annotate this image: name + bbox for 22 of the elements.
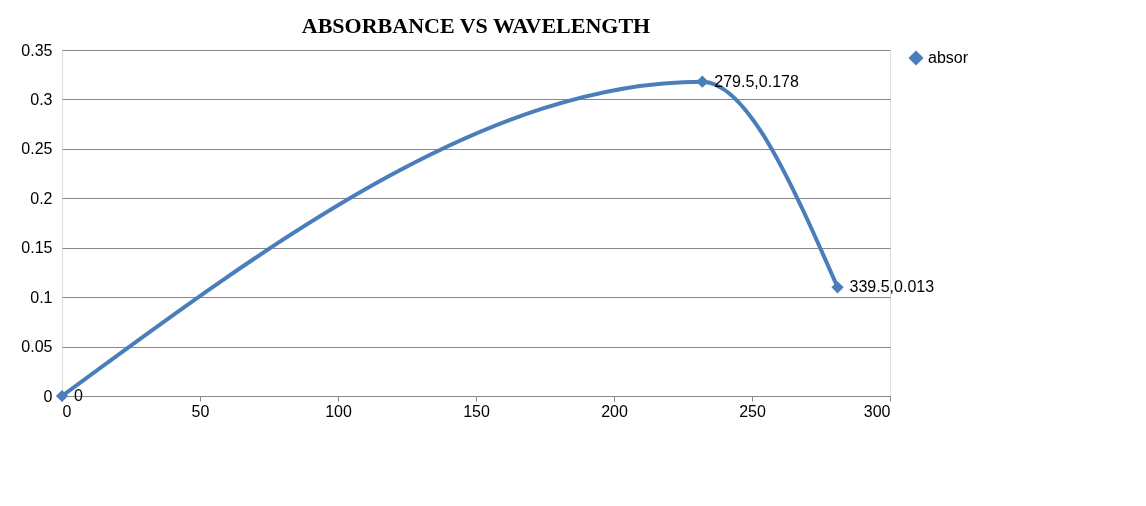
y-tick-label: 0.35 xyxy=(21,41,53,59)
y-tick-label: 0 xyxy=(43,387,53,405)
x-tick-label: 300 xyxy=(863,402,891,420)
x-tick-label: 250 xyxy=(739,402,766,420)
y-tick-label: 0.2 xyxy=(30,189,53,207)
y-tick-label: 0.25 xyxy=(21,140,53,158)
data-label: 0 xyxy=(74,387,83,404)
y-tick-label: 0.1 xyxy=(30,288,53,306)
legend-label: absor xyxy=(928,49,969,66)
point xyxy=(55,389,69,403)
x-tick-label: 200 xyxy=(601,402,628,420)
x-tick-label: 150 xyxy=(463,402,490,420)
y-tick-label: 0.15 xyxy=(21,239,53,257)
data-label: 339.5,0.013 xyxy=(849,278,935,296)
point xyxy=(831,281,844,294)
y-tick-label: 0.3 xyxy=(30,90,53,108)
x-tick-label: 100 xyxy=(325,402,352,420)
x-tick-label: 50 xyxy=(191,402,210,420)
chart-title: ABSORBANCE VS WAVELENGTH xyxy=(301,13,651,38)
data-label: 279.5,0.178 xyxy=(714,72,799,90)
x-tick-label: 0 xyxy=(62,402,72,420)
y-tick-label: 0.05 xyxy=(21,338,53,356)
